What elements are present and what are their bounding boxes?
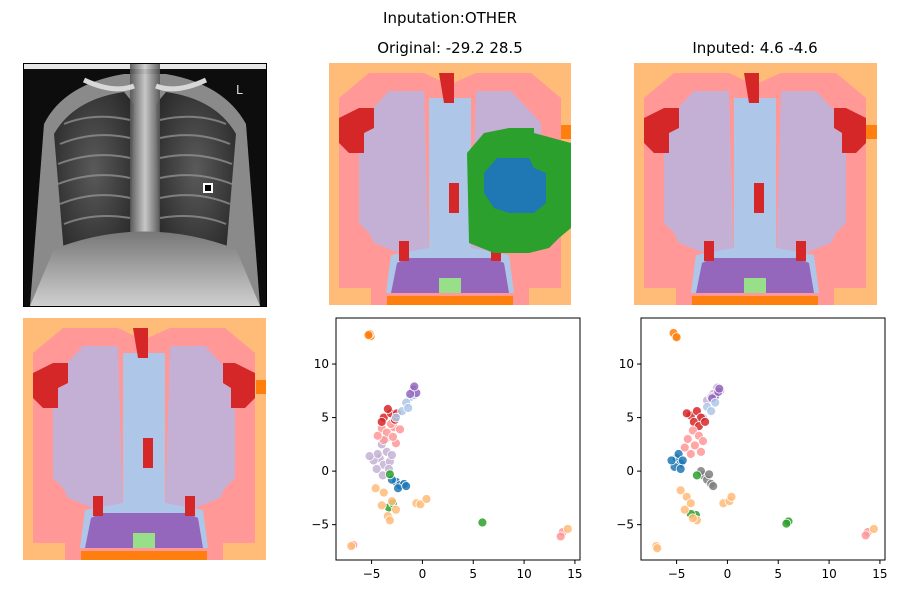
scatter-point bbox=[675, 464, 686, 474]
plot-frame bbox=[640, 317, 886, 561]
scatter-point bbox=[677, 455, 688, 466]
x-tick-label: 10 bbox=[821, 567, 836, 581]
scatter-point bbox=[403, 403, 414, 413]
scatter-point bbox=[555, 531, 566, 542]
scatter-point bbox=[692, 470, 702, 481]
scatter-plot-original: −5 0 5 10 15 −5 0 5 10 bbox=[311, 317, 583, 581]
scatter-point bbox=[363, 330, 374, 341]
scatter-point bbox=[370, 483, 381, 494]
scatter-point bbox=[706, 406, 717, 417]
x-tick-label: −5 bbox=[363, 567, 381, 581]
y-tick-label: −5 bbox=[311, 518, 329, 532]
scatter-point bbox=[679, 504, 690, 515]
xray-panel: L bbox=[23, 63, 267, 307]
scatter-point bbox=[378, 487, 389, 498]
scatter-point bbox=[372, 430, 383, 441]
scatter-point bbox=[714, 383, 725, 394]
xray-image: L bbox=[24, 64, 266, 306]
scatter-point bbox=[679, 442, 690, 453]
scatter-point bbox=[387, 496, 397, 507]
xray-marker-square bbox=[203, 183, 213, 193]
scatter-point bbox=[681, 408, 692, 419]
scatter-point bbox=[698, 436, 708, 447]
scatter-point bbox=[401, 481, 412, 492]
scatter-point bbox=[364, 451, 375, 462]
scatter-point bbox=[387, 450, 397, 460]
scatter-point bbox=[382, 404, 393, 414]
scatter-point bbox=[781, 518, 792, 529]
scatter-point bbox=[376, 416, 387, 427]
y-tick-label: 5 bbox=[626, 411, 634, 425]
scatter-point bbox=[405, 389, 416, 399]
scatter-point bbox=[562, 524, 573, 534]
scatter-point bbox=[346, 541, 357, 551]
scatter-point bbox=[652, 543, 663, 554]
y-tick-label: 5 bbox=[321, 411, 329, 425]
y-tick-label: 0 bbox=[626, 464, 634, 478]
x-tick-label: 5 bbox=[469, 567, 477, 581]
scatter-point bbox=[395, 424, 405, 435]
x-tick-label: 0 bbox=[724, 567, 732, 581]
scatter-point bbox=[391, 412, 401, 423]
y-tick-label: 0 bbox=[321, 464, 329, 478]
scatter-point bbox=[666, 455, 677, 466]
scatter-point bbox=[687, 513, 698, 524]
scatter-point bbox=[388, 431, 398, 442]
original-segmentation bbox=[329, 63, 571, 305]
y-tick-label: −5 bbox=[616, 518, 634, 532]
scatter-point bbox=[687, 425, 698, 436]
scatter-point bbox=[689, 440, 700, 451]
x-tick-label: 5 bbox=[774, 567, 782, 581]
svg-text:L: L bbox=[236, 83, 243, 97]
figure-title: Inputation:OTHER bbox=[383, 9, 517, 27]
inputed-title: Inputed: 4.6 -4.6 bbox=[692, 39, 818, 57]
x-tick-label: 15 bbox=[567, 567, 582, 581]
y-tick-label: 10 bbox=[619, 357, 634, 371]
inputed-segmentation bbox=[634, 63, 877, 305]
x-tick-label: 10 bbox=[516, 567, 531, 581]
scatter-point bbox=[384, 515, 395, 526]
x-tick-label: 0 bbox=[419, 567, 427, 581]
scatter-point bbox=[868, 524, 879, 534]
scatter-point bbox=[704, 469, 715, 480]
original-title: Original: -29.2 28.5 bbox=[377, 39, 523, 57]
scatter-point bbox=[710, 397, 721, 408]
scatter-point bbox=[477, 517, 488, 528]
scatter-point bbox=[391, 504, 401, 515]
scatter-point bbox=[726, 491, 737, 502]
scatter-point bbox=[372, 449, 383, 459]
scatter-point bbox=[682, 434, 693, 444]
scatter-point bbox=[685, 498, 696, 509]
x-tick-label: 15 bbox=[872, 567, 887, 581]
scatter-point bbox=[371, 464, 382, 474]
scatter-point bbox=[376, 500, 387, 511]
scatter-point bbox=[860, 530, 871, 541]
plot-frame bbox=[335, 317, 581, 561]
scatter-point bbox=[393, 483, 403, 494]
scatter-point bbox=[421, 494, 432, 504]
scatter-point bbox=[384, 469, 395, 480]
y-tick-label: 10 bbox=[314, 357, 329, 371]
scatter-point bbox=[696, 446, 706, 457]
scatter-point bbox=[708, 481, 719, 492]
segmentation-plain bbox=[23, 318, 266, 560]
scatter-plot-inputed: −5 0 5 10 15 −5 0 5 10 bbox=[616, 317, 888, 581]
scatter-point bbox=[671, 332, 682, 343]
scatter-point bbox=[675, 485, 686, 496]
scatter-point bbox=[415, 499, 426, 510]
scatter-point bbox=[409, 381, 420, 392]
x-tick-label: −5 bbox=[668, 567, 686, 581]
scatter-point bbox=[685, 449, 696, 459]
scatter-point bbox=[700, 416, 710, 427]
